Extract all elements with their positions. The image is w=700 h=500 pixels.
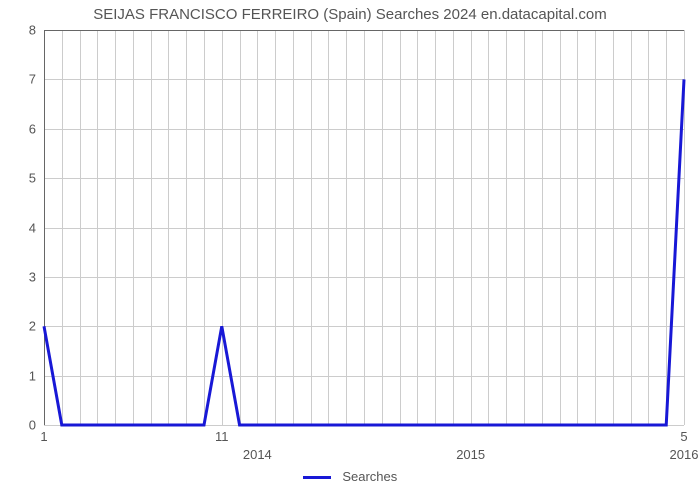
chart-title: SEIJAS FRANCISCO FERREIRO (Spain) Search… <box>0 6 700 23</box>
y-tick-label: 1 <box>0 368 36 383</box>
x-year-label: 2015 <box>456 447 485 462</box>
legend-label: Searches <box>342 469 397 484</box>
y-tick-label: 7 <box>0 72 36 87</box>
plot-area <box>44 30 684 425</box>
y-tick-label: 8 <box>0 23 36 38</box>
y-tick-label: 3 <box>0 269 36 284</box>
y-tick-label: 5 <box>0 171 36 186</box>
y-tick-label: 6 <box>0 121 36 136</box>
legend: Searches <box>0 469 700 484</box>
series-polyline <box>44 79 684 425</box>
x-tick-label: 1 <box>40 429 47 444</box>
legend-swatch <box>303 476 331 479</box>
x-axis-labels: 1115201420152016 <box>44 429 684 469</box>
y-tick-label: 2 <box>0 319 36 334</box>
y-tick-label: 0 <box>0 418 36 433</box>
x-year-label: 2016 <box>670 447 699 462</box>
y-tick-label: 4 <box>0 220 36 235</box>
line-series <box>44 30 684 425</box>
x-tick-label: 5 <box>680 429 687 444</box>
x-tick-label: 11 <box>215 429 229 444</box>
chart-container: SEIJAS FRANCISCO FERREIRO (Spain) Search… <box>0 0 700 500</box>
x-year-label: 2014 <box>243 447 272 462</box>
